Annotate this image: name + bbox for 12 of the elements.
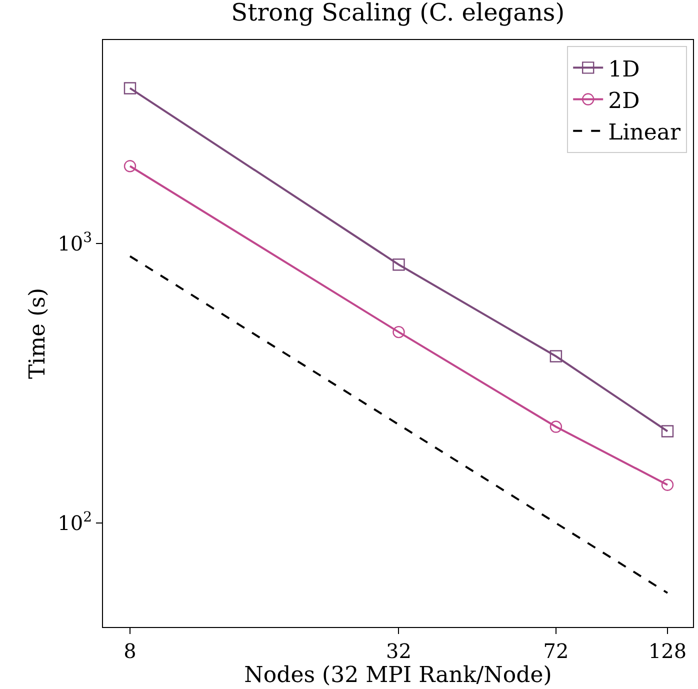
legend-label: Linear: [608, 120, 682, 146]
x-tick-label: 72: [543, 639, 569, 663]
x-axis-title: Nodes (32 MPI Rank/Node): [244, 663, 552, 688]
legend-label: 1D: [608, 57, 640, 82]
legend-label: 2D: [608, 88, 640, 114]
x-tick-label: 32: [386, 639, 412, 663]
y-tick-label: 10$^{3}$: [58, 230, 92, 256]
x-tick-label: 128: [648, 639, 687, 663]
y-tick-label: 10$^{2}$: [58, 510, 92, 536]
x-tick-label: 8: [124, 639, 136, 663]
y-axis-title: Time (s): [25, 288, 50, 380]
chart-title: Strong Scaling (C. elegans): [231, 0, 565, 26]
